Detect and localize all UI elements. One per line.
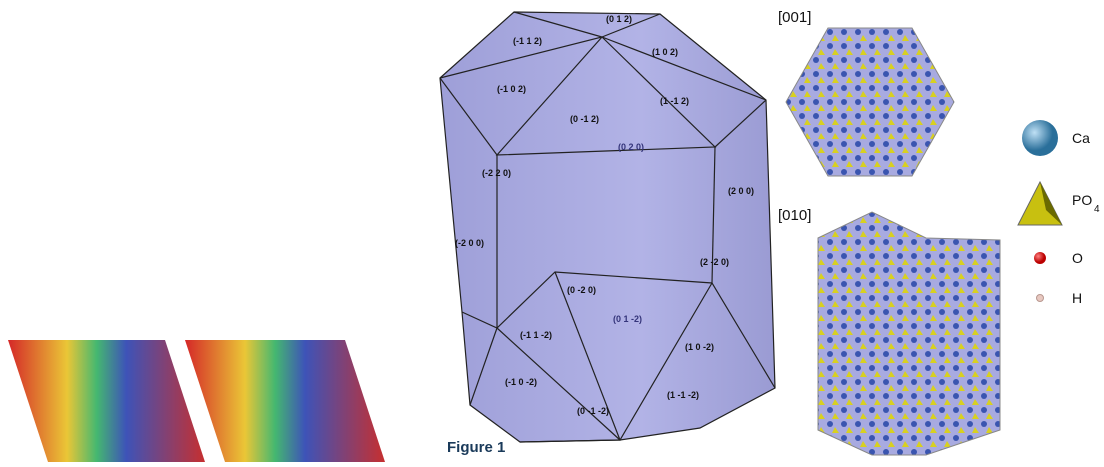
face-label: (-1 1 -2)	[520, 330, 552, 340]
face-label: (0 1 -2)	[613, 314, 642, 324]
legend-label: O	[1072, 250, 1083, 266]
legend-label: Ca	[1072, 130, 1090, 146]
face-label: (2 0 0)	[728, 186, 754, 196]
caption: Figure 1	[447, 439, 505, 456]
projection-label: [010]	[778, 207, 811, 224]
face-label: (1 -1 2)	[660, 96, 689, 106]
face-label: (1 0 2)	[652, 47, 678, 57]
face-label: (0 -1 2)	[570, 114, 599, 124]
crystal-morphology	[440, 12, 775, 442]
surface-maps	[8, 340, 385, 462]
projections: [001] [010]	[778, 9, 1000, 455]
legend: Ca PO 4 O H	[1018, 120, 1100, 306]
face-label: (0 -2 0)	[567, 285, 596, 295]
legend-subscript: 4	[1094, 204, 1100, 215]
legend-label: H	[1072, 290, 1082, 306]
legend-label: PO	[1072, 192, 1092, 208]
face-label: (0 -1 -2)	[577, 406, 609, 416]
face-label: (-2 2 0)	[482, 168, 511, 178]
face-label: (1 0 -2)	[685, 342, 714, 352]
face-label: (-1 0 -2)	[505, 377, 537, 387]
face-label: (-1 0 2)	[497, 84, 526, 94]
face-label: (-2 0 0)	[455, 238, 484, 248]
face-label: (0 1 2)	[606, 14, 632, 24]
face-label: (-1 1 2)	[513, 36, 542, 46]
figure: (0 1 2) (-1 1 2) (1 0 2) (-1 0 2) (1 -1 …	[0, 0, 1104, 462]
face-label: (2 -2 0)	[700, 257, 729, 267]
face-label: (0 2 0)	[618, 142, 644, 152]
projection-label: [001]	[778, 9, 811, 26]
face-label: (1 -1 -2)	[667, 390, 699, 400]
